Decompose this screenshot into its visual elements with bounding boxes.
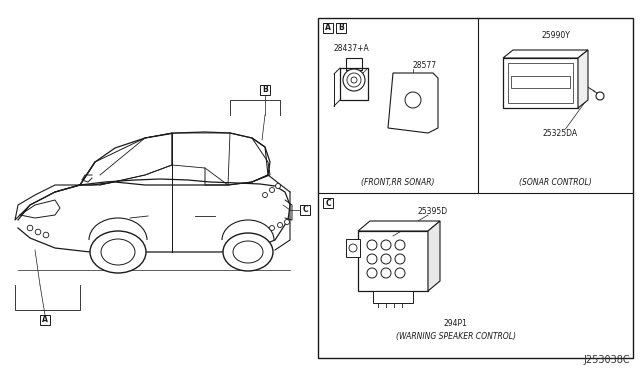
Text: C: C [302,205,308,215]
Text: 25395D: 25395D [418,206,448,215]
Bar [373,291,413,303]
Polygon shape [503,50,588,58]
Circle shape [596,92,604,100]
Text: 25990Y: 25990Y [541,32,570,41]
Circle shape [343,69,365,91]
Circle shape [44,232,49,238]
Circle shape [381,240,391,250]
Circle shape [347,73,361,87]
Text: A: A [42,315,48,324]
Text: A: A [325,23,331,32]
Circle shape [395,254,405,264]
Circle shape [278,222,282,228]
Circle shape [285,219,289,224]
Bar [318,18,633,358]
Bar [395,81,431,119]
Bar [40,315,50,325]
Bar [578,73,586,93]
Text: (SONAR CONTROL): (SONAR CONTROL) [519,179,592,187]
Circle shape [27,225,33,231]
Circle shape [381,268,391,278]
Circle shape [367,240,377,250]
Circle shape [349,244,357,252]
Text: (WARNING SPEAKER CONTROL): (WARNING SPEAKER CONTROL) [396,331,515,340]
Bar [346,239,360,257]
Bar [336,23,346,33]
Circle shape [381,254,391,264]
Bar [503,58,578,108]
Polygon shape [358,221,440,231]
Text: 28437+A: 28437+A [333,44,369,53]
Bar [323,198,333,208]
Bar [300,205,310,215]
Ellipse shape [233,241,263,263]
Text: B: B [338,23,344,32]
Circle shape [269,225,275,231]
Text: 25325DA: 25325DA [543,128,578,138]
Polygon shape [388,73,438,133]
Circle shape [262,192,268,198]
Text: (FRONT,RR SONAR): (FRONT,RR SONAR) [361,179,435,187]
Bar [358,231,428,291]
Text: 28577: 28577 [413,61,437,70]
Bar [340,68,368,100]
Bar [508,63,573,103]
Circle shape [35,229,41,235]
Text: J253038C: J253038C [584,355,630,365]
Ellipse shape [101,239,135,265]
Circle shape [275,183,280,189]
Polygon shape [578,50,588,108]
Circle shape [351,77,357,83]
Circle shape [395,268,405,278]
Text: B: B [262,86,268,94]
Bar [511,76,570,88]
Bar [323,23,333,33]
Circle shape [395,240,405,250]
Circle shape [367,254,377,264]
Bar [346,58,362,70]
Circle shape [269,187,275,192]
Ellipse shape [90,231,146,273]
Bar [260,85,270,95]
Circle shape [367,268,377,278]
Text: 294P1: 294P1 [444,318,467,327]
Circle shape [405,92,421,108]
Polygon shape [428,221,440,291]
Text: C: C [325,199,331,208]
Ellipse shape [223,233,273,271]
